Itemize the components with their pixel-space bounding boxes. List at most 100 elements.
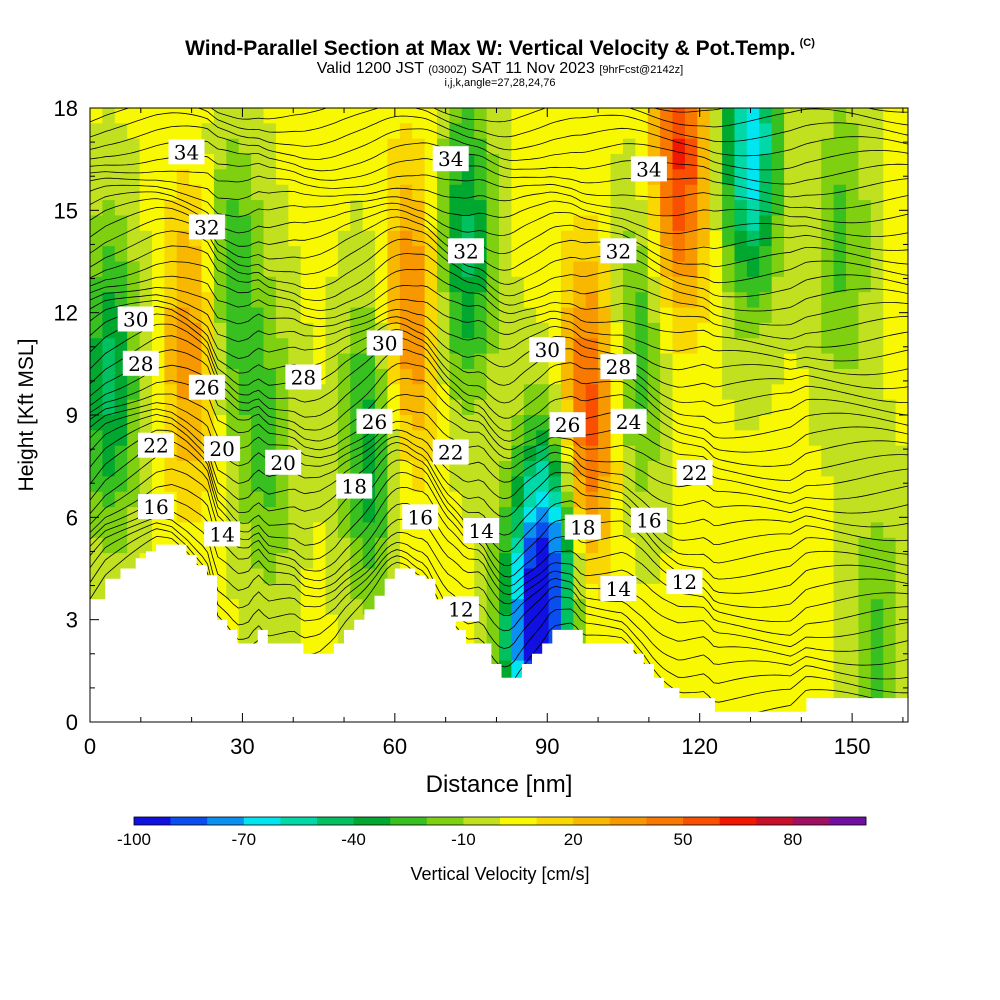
velocity-cell: [647, 230, 661, 247]
velocity-cell: [759, 338, 773, 355]
velocity-cell: [672, 415, 686, 431]
theta-contour-line: [90, 184, 908, 238]
velocity-cell: [722, 660, 736, 677]
velocity-cell: [238, 568, 252, 585]
velocity-cell: [821, 108, 835, 124]
colorbar-swatch: [134, 817, 171, 825]
velocity-cell: [672, 322, 686, 339]
theta-contour-line: [90, 380, 908, 494]
velocity-cell: [622, 123, 636, 140]
velocity-cell: [784, 200, 798, 217]
velocity-cell: [263, 507, 277, 524]
velocity-cell: [759, 399, 773, 416]
theta-contour-line: [90, 177, 908, 224]
velocity-cell: [610, 138, 624, 155]
velocity-cell: [499, 399, 512, 416]
velocity-cell: [288, 583, 302, 600]
x-axis-label: Distance [nm]: [426, 771, 573, 798]
velocity-cell: [300, 338, 314, 355]
velocity-cell: [201, 200, 215, 217]
velocity-cell: [635, 629, 649, 646]
theta-label-bg: [356, 408, 393, 434]
velocity-cell: [213, 322, 227, 339]
velocity-cell: [90, 200, 103, 217]
velocity-cell: [771, 507, 785, 524]
theta-contour-line: [90, 313, 908, 424]
velocity-cell: [647, 200, 661, 217]
velocity-cell: [523, 507, 537, 524]
velocity-cell: [461, 184, 475, 201]
velocity-cell: [238, 445, 252, 462]
velocity-cell: [337, 368, 351, 385]
velocity-cell: [201, 461, 215, 477]
velocity-cell: [771, 491, 785, 508]
velocity-cell: [114, 399, 128, 416]
velocity-cell: [275, 215, 289, 232]
velocity-cell: [660, 629, 674, 646]
theta-label-text: 24: [616, 410, 641, 434]
velocity-cell: [275, 583, 289, 600]
velocity-cell: [300, 108, 314, 124]
velocity-cell: [548, 261, 562, 278]
velocity-cell: [697, 491, 711, 508]
velocity-cell: [362, 261, 376, 278]
velocity-cell: [313, 169, 327, 186]
theta-label-text: 28: [128, 352, 153, 376]
velocity-cell: [437, 568, 451, 585]
velocity-cell: [573, 138, 587, 155]
velocity-cell: [821, 491, 835, 508]
velocity-cell: [139, 522, 153, 539]
velocity-cell: [833, 246, 847, 263]
velocity-cell: [387, 154, 401, 170]
velocity-cell: [548, 230, 562, 247]
velocity-cell: [883, 537, 897, 554]
velocity-cell: [722, 169, 736, 186]
velocity-cell: [337, 399, 351, 416]
velocity-cell: [226, 215, 240, 232]
velocity-cell: [226, 292, 240, 309]
velocity-cell: [461, 292, 475, 309]
velocity-cell: [548, 292, 562, 309]
velocity-cell: [486, 368, 500, 385]
velocity-cell: [536, 108, 550, 124]
velocity-cell: [870, 276, 884, 293]
velocity-cell: [796, 614, 810, 631]
velocity-cell: [275, 108, 289, 124]
velocity-cell: [288, 476, 302, 493]
velocity-cell: [176, 430, 190, 447]
velocity-cell: [238, 384, 252, 401]
velocity-cell: [164, 230, 178, 247]
velocity-cell: [796, 445, 810, 462]
velocity-cell: [226, 200, 240, 217]
velocity-cell: [486, 568, 500, 585]
velocity-cell: [412, 384, 426, 401]
velocity-cell: [151, 276, 165, 293]
velocity-cell: [883, 507, 897, 524]
velocity-cell: [895, 660, 908, 677]
theta-contour-line: [90, 516, 908, 666]
velocity-cell: [684, 123, 698, 140]
velocity-cell: [288, 553, 302, 570]
velocity-cell: [560, 461, 574, 477]
velocity-cell: [300, 583, 314, 600]
velocity-cell: [895, 645, 908, 662]
velocity-cell: [858, 215, 872, 232]
velocity-cell: [808, 660, 822, 677]
velocity-cell: [808, 246, 822, 263]
velocity-cell: [746, 445, 760, 462]
velocity-cell: [176, 215, 190, 232]
velocity-cell: [263, 123, 277, 140]
velocity-cell: [139, 169, 153, 186]
velocity-cell: [263, 322, 277, 339]
velocity-cell: [251, 169, 265, 186]
velocity-cell: [139, 108, 153, 124]
theta-label: 16: [138, 494, 174, 520]
velocity-cell: [722, 614, 736, 631]
velocity-cell: [684, 246, 698, 263]
velocity-cell: [461, 491, 475, 508]
velocity-cell: [821, 169, 835, 186]
velocity-cell: [759, 353, 773, 370]
velocity-cell: [796, 461, 810, 477]
velocity-cell: [635, 384, 649, 401]
velocity-cell: [573, 384, 587, 401]
